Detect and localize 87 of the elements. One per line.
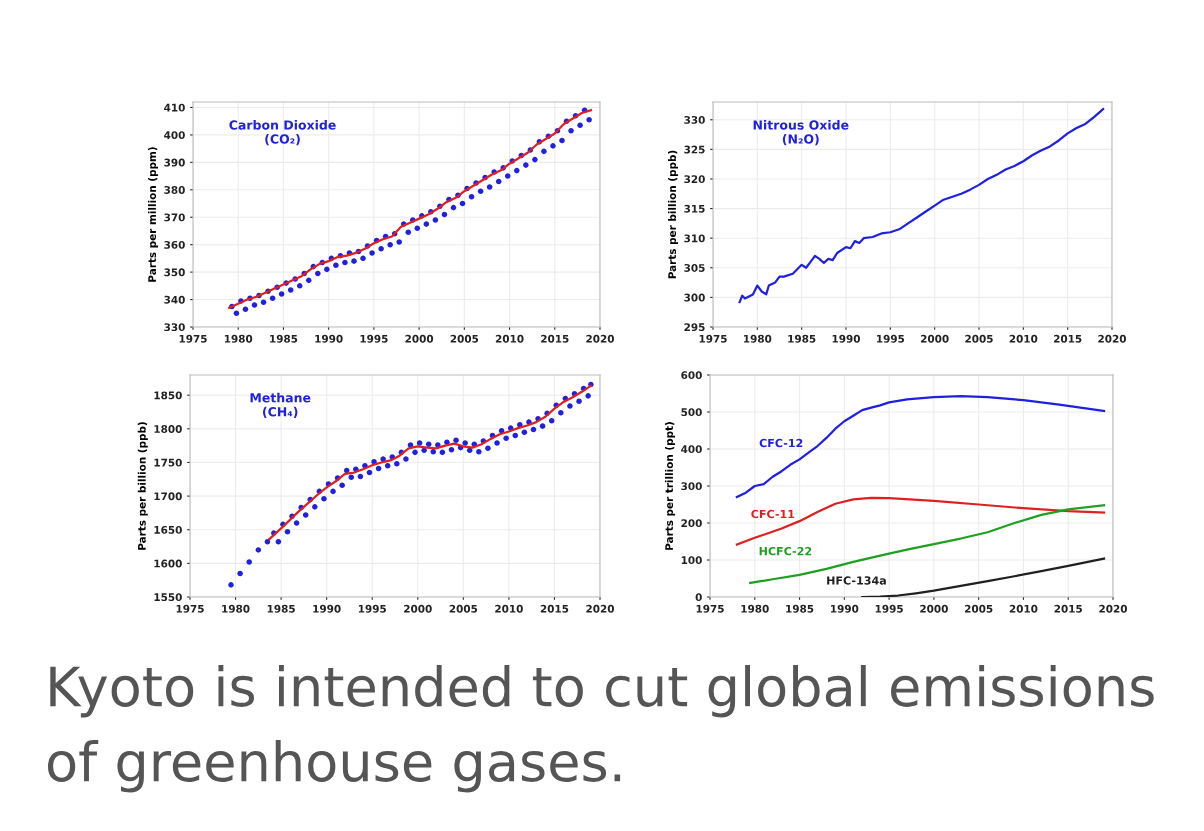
y-tick-label: 1850 <box>154 391 182 400</box>
x-tick-label: 2005 <box>965 334 993 343</box>
y-tick-label: 400 <box>681 445 702 454</box>
x-tick-label: 1980 <box>224 334 253 343</box>
series-label: CFC-12 <box>759 438 803 448</box>
x-tick-label: 2020 <box>1098 334 1126 343</box>
y-tick-label: 300 <box>681 482 702 491</box>
series-label: HCFC-22 <box>759 546 812 556</box>
text: Carbon Dioxide (CO₂) <box>229 120 336 146</box>
y-tick-label: 315 <box>684 204 705 213</box>
y-tick-label: 1700 <box>154 492 182 501</box>
series-label: HFC-134a <box>827 576 886 585</box>
x-tick-label: 1995 <box>875 604 903 613</box>
x-tick-label: 1995 <box>360 334 388 343</box>
y-tick-label: 200 <box>681 519 702 528</box>
x-tick-label: 2020 <box>1099 604 1127 613</box>
x-tick-label: 2010 <box>1009 604 1038 613</box>
y-tick-label: 1800 <box>154 425 182 433</box>
y-axis-title: Parts per million (ppm) <box>147 147 159 282</box>
y-tick-label: 0 <box>695 593 702 602</box>
y-tick-label: 1550 <box>154 593 182 602</box>
y-tick-label: 300 <box>684 293 705 302</box>
x-tick-label: 2015 <box>540 604 569 613</box>
y-tick-label: 500 <box>681 408 702 417</box>
y-tick-label: 1600 <box>154 559 182 568</box>
x-tick-label: 2010 <box>495 334 524 343</box>
x-tick-label: 2000 <box>404 604 432 613</box>
x-tick-label: 2000 <box>920 604 948 613</box>
x-tick-label: 2020 <box>586 604 614 613</box>
y-tick-label: 390 <box>164 158 185 167</box>
y-tick-label: 295 <box>684 323 705 332</box>
x-tick-label: 1990 <box>832 334 860 343</box>
x-tick-label: 2005 <box>450 334 479 343</box>
y-tick-label: 410 <box>164 103 185 112</box>
x-tick-label: 2010 <box>495 604 523 613</box>
y-tick-label: 360 <box>164 240 185 249</box>
x-tick-label: 2010 <box>1009 334 1038 343</box>
x-tick-label: 1980 <box>222 604 250 613</box>
y-tick-label: 380 <box>164 186 185 194</box>
y-tick-label: 305 <box>684 264 705 272</box>
y-tick-label: 370 <box>164 213 185 222</box>
y-axis-title: Parts per billion (ppb) <box>137 422 148 550</box>
line-series <box>749 504 1106 585</box>
x-tick-label: 2005 <box>964 604 993 613</box>
x-tick-label: 2020 <box>586 334 614 343</box>
y-tick-label: 1750 <box>154 458 182 467</box>
x-tick-label: 2015 <box>1053 334 1082 343</box>
x-tick-label: 2000 <box>920 334 949 343</box>
x-tick-label: 1990 <box>313 604 341 613</box>
x-tick-label: 2015 <box>541 334 569 343</box>
series-label: CFC-11 <box>751 509 795 519</box>
x-tick-label: 1990 <box>315 334 343 343</box>
y-tick-label: 600 <box>681 371 702 380</box>
line-series <box>738 108 1105 304</box>
y-tick-label: 330 <box>164 323 185 332</box>
y-tick-label: 310 <box>684 234 705 243</box>
y-tick-label: 350 <box>164 268 185 277</box>
y-tick-label: 320 <box>684 175 705 184</box>
x-tick-label: 2000 <box>405 334 434 343</box>
x-tick-label: 1975 <box>176 604 204 613</box>
y-tick-label: 1650 <box>154 525 182 534</box>
x-tick-label: 1995 <box>877 334 905 343</box>
x-tick-label: 1980 <box>741 604 769 613</box>
text: Kyoto is intended to cut global emissions of greenhouse gases. <box>47 665 1154 793</box>
line-series <box>735 496 1106 546</box>
y-tick-label: 340 <box>164 295 185 304</box>
y-axis-title: Parts per trillion (ppt) <box>664 422 676 550</box>
y-axis-title: Parts per billion (ppb) <box>667 150 679 279</box>
x-tick-label: 1995 <box>358 604 386 613</box>
y-tick-label: 330 <box>684 115 705 124</box>
x-tick-label: 1990 <box>831 604 859 613</box>
x-tick-label: 2015 <box>1054 604 1082 613</box>
line-series <box>735 394 1106 499</box>
y-tick-label: 325 <box>684 145 705 154</box>
x-tick-label: 1975 <box>179 334 207 343</box>
y-tick-label: 100 <box>681 556 702 565</box>
x-tick-label: 1975 <box>699 334 727 343</box>
x-tick-label: 1985 <box>788 334 816 343</box>
x-tick-label: 1975 <box>696 604 724 613</box>
x-tick-label: 1985 <box>270 334 298 343</box>
x-tick-label: 2005 <box>449 604 478 613</box>
x-tick-label: 1985 <box>786 604 814 613</box>
text: Nitrous Oxide (N₂O) <box>753 120 849 146</box>
y-tick-label: 400 <box>164 131 185 140</box>
x-tick-label: 1985 <box>267 604 295 613</box>
x-tick-label: 1980 <box>744 334 772 343</box>
text: Methane (CH₄) <box>250 392 311 418</box>
